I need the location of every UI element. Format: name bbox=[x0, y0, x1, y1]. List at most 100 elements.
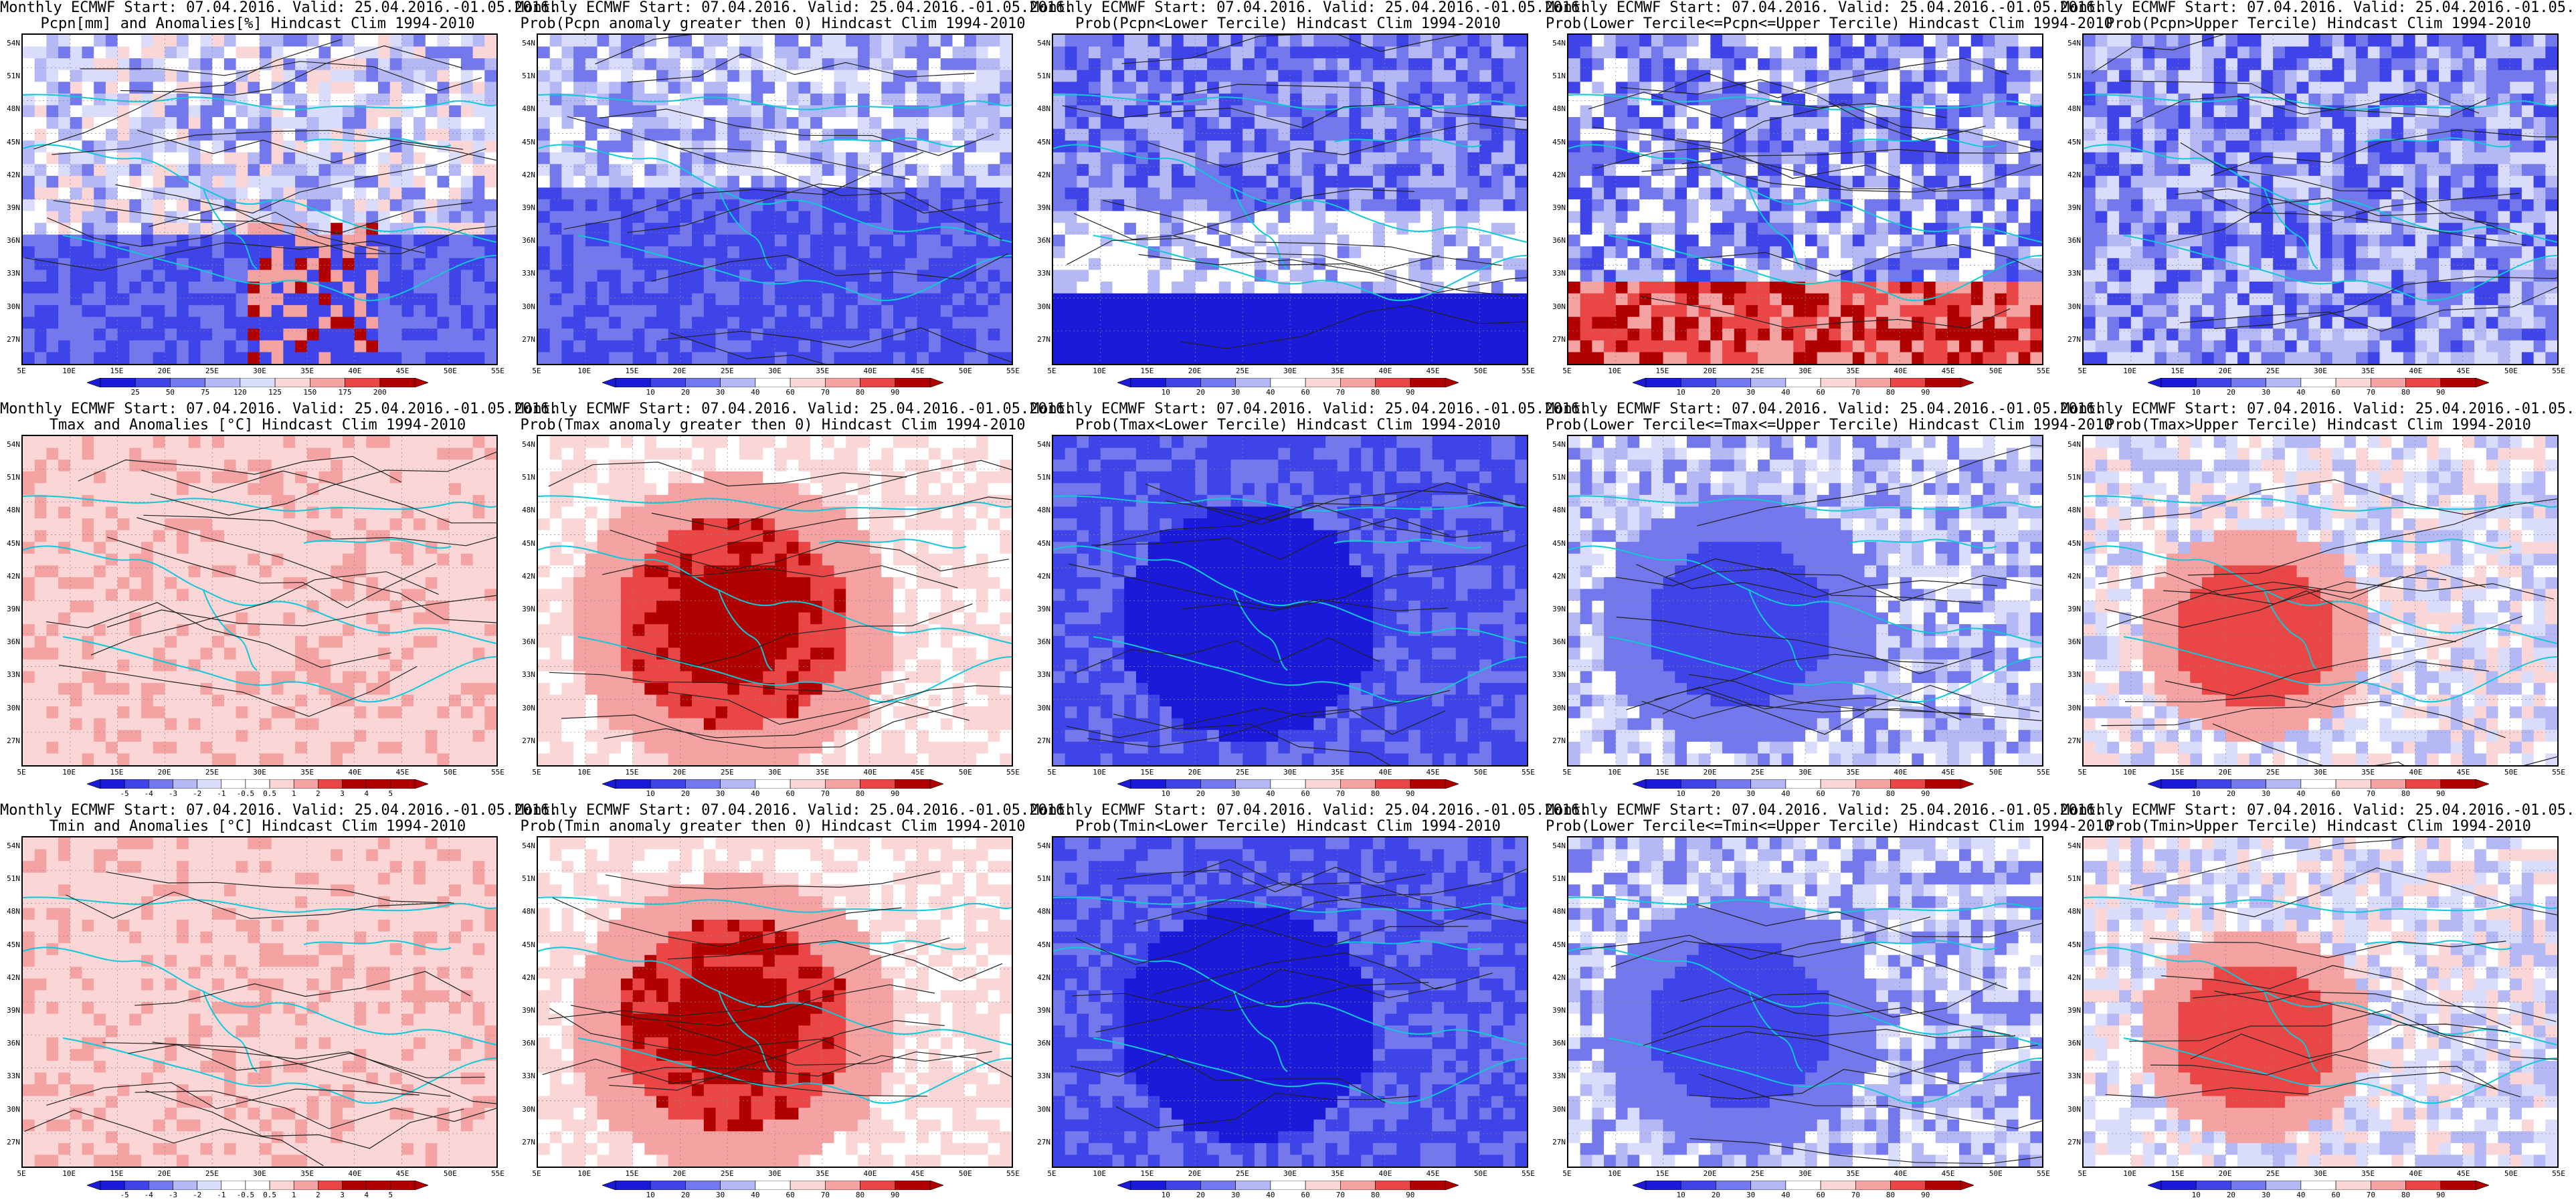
colorbar-tick-label: 90 bbox=[1921, 388, 1930, 397]
latitude-label: 39N bbox=[1552, 605, 1566, 613]
forecast-panel: Monthly ECMWF Start: 07.04.2016. Valid: … bbox=[515, 803, 1073, 1204]
latitude-label: 45N bbox=[2067, 538, 2081, 548]
latitude-label: 51N bbox=[2067, 72, 2081, 81]
longitude-label: 55E bbox=[491, 768, 504, 777]
colorbar-tick-label: 10 bbox=[2191, 388, 2201, 397]
longitude-label: 35E bbox=[300, 1169, 314, 1178]
latitude-label: 51N bbox=[1037, 874, 1050, 884]
latitude-label: 39N bbox=[7, 605, 20, 613]
latitude-label: 27N bbox=[2067, 334, 2081, 344]
colorbar-tick-label: 60 bbox=[1816, 789, 1825, 798]
colorbar-labels: 10 20 30 40 60 70 80 90 bbox=[1633, 789, 1974, 799]
longitude-label: 25E bbox=[1235, 768, 1249, 777]
panel-title: Monthly ECMWF Start: 07.04.2016. Valid: … bbox=[1030, 0, 1589, 16]
latitude-label: 30N bbox=[522, 302, 535, 311]
longitude-label: 25E bbox=[1750, 1169, 1764, 1178]
longitude-label: 55E bbox=[2552, 367, 2565, 375]
latitude-label: 42N bbox=[1037, 571, 1050, 581]
latitude-label: 45N bbox=[522, 940, 535, 949]
panel-title: Monthly ECMWF Start: 07.04.2016. Valid: … bbox=[0, 401, 559, 417]
longitude-label: 5E bbox=[2078, 768, 2087, 777]
longitude-label: 10E bbox=[577, 768, 591, 777]
colorbar-tick-label: -3 bbox=[168, 1191, 178, 1199]
longitude-label: 35E bbox=[1331, 768, 1345, 777]
colorbar-tick-label: 70 bbox=[1851, 388, 1860, 397]
longitude-label: 15E bbox=[625, 768, 639, 777]
longitude-label: 10E bbox=[2123, 367, 2137, 375]
colorbar-tick-label: 10 bbox=[646, 1191, 655, 1199]
colorbar-labels: 10 20 30 40 60 70 80 90 bbox=[602, 388, 943, 397]
latitude-label: 33N bbox=[1037, 1072, 1050, 1081]
latitude-label: 36N bbox=[522, 637, 535, 647]
latitude-label: 27N bbox=[1552, 1137, 1566, 1146]
colorbar-tick-label: 4 bbox=[364, 1191, 369, 1199]
longitude-label: 20E bbox=[157, 768, 171, 777]
longitude-label: 40E bbox=[1894, 367, 1908, 375]
panel-subtitle: Prob(Pcpn anomaly greater then 0) Hindca… bbox=[520, 15, 1026, 32]
longitude-label: 35E bbox=[816, 1169, 830, 1178]
colorbar-tick-label: 10 bbox=[1676, 388, 1685, 397]
latitude-label: 48N bbox=[1552, 104, 1566, 114]
latitude-label: 33N bbox=[1552, 269, 1566, 278]
longitude-label: 25E bbox=[1750, 367, 1764, 375]
latitude-label: 51N bbox=[522, 72, 535, 81]
panel-subtitle: Prob(Tmax>Upper Tercile) Hindcast Clim 1… bbox=[2106, 417, 2531, 433]
latitude-label: 39N bbox=[1552, 203, 1566, 212]
map-plot bbox=[1052, 836, 1528, 1168]
latitude-label: 27N bbox=[7, 334, 20, 344]
latitude-label: 48N bbox=[1552, 907, 1566, 916]
colorbar-tick-label: 30 bbox=[716, 388, 725, 397]
longitude-label: 50E bbox=[2504, 768, 2518, 777]
latitude-label: 36N bbox=[1552, 1039, 1566, 1048]
longitude-label: 35E bbox=[300, 768, 314, 777]
colorbar-tick-label: 70 bbox=[2366, 1191, 2375, 1199]
latitude-label: 39N bbox=[1037, 605, 1050, 613]
latitude-label: 39N bbox=[522, 1006, 535, 1015]
colorbar-tick-label: 70 bbox=[1336, 1191, 1345, 1199]
longitude-label: 55E bbox=[1006, 768, 1020, 777]
longitude-label: 5E bbox=[1047, 1169, 1056, 1178]
latitude-label: 36N bbox=[2067, 236, 2081, 245]
latitude-label: 45N bbox=[1037, 538, 1050, 548]
longitude-label: 45E bbox=[1941, 367, 1955, 375]
panel-subtitle: Tmax and Anomalies [°C] Hindcast Clim 19… bbox=[49, 417, 466, 433]
colorbar-tick-label: 5 bbox=[388, 789, 393, 798]
colorbar-tick-label: 175 bbox=[338, 388, 352, 397]
colorbar-tick-label: 30 bbox=[1231, 789, 1240, 798]
colorbar-labels: -5 -4 -3 -2 -1 -0.5 0.5 1 2 3 4 5 bbox=[87, 1191, 428, 1200]
longitude-label: 50E bbox=[958, 367, 972, 375]
forecast-panel: Monthly ECMWF Start: 07.04.2016. Valid: … bbox=[0, 401, 559, 803]
colorbar-labels: 25 50 75 120 125 150 175 200 bbox=[87, 388, 428, 397]
longitude-label: 20E bbox=[157, 367, 171, 375]
forecast-panel: Monthly ECMWF Start: 07.04.2016. Valid: … bbox=[1546, 0, 2113, 401]
longitude-label: 30E bbox=[2314, 367, 2327, 375]
colorbar-tick-label: 70 bbox=[1336, 388, 1345, 397]
latitude-label: 30N bbox=[1037, 302, 1050, 311]
longitude-label: 40E bbox=[2409, 367, 2423, 375]
longitude-label: 45E bbox=[395, 768, 409, 777]
colorbar-tick-label: 40 bbox=[751, 388, 760, 397]
colorbar-tick-label: 40 bbox=[2296, 1191, 2306, 1199]
latitude-label: 30N bbox=[7, 1104, 20, 1114]
longitude-label: 5E bbox=[2078, 367, 2087, 375]
longitude-label: 50E bbox=[2504, 367, 2518, 375]
latitude-label: 42N bbox=[522, 571, 535, 581]
colorbar-tick-label: 40 bbox=[1781, 388, 1790, 397]
longitude-label: 50E bbox=[1989, 1169, 2003, 1178]
latitude-label: 45N bbox=[1037, 137, 1050, 146]
colorbar-tick-label: 150 bbox=[303, 388, 317, 397]
longitude-label: 20E bbox=[1703, 1169, 1717, 1178]
panel-title: Monthly ECMWF Start: 07.04.2016. Valid: … bbox=[1546, 401, 2104, 417]
longitude-label: 35E bbox=[300, 367, 314, 375]
colorbar-labels: 10 20 30 40 60 70 80 90 bbox=[2148, 789, 2489, 799]
longitude-label: 50E bbox=[443, 768, 457, 777]
longitude-label: 55E bbox=[2037, 768, 2050, 777]
latitude-label: 33N bbox=[522, 269, 535, 278]
colorbar-tick-label: 60 bbox=[1816, 1191, 1825, 1199]
latitude-label: 30N bbox=[1037, 1104, 1050, 1114]
colorbar-tick-label: 40 bbox=[1266, 789, 1275, 798]
longitude-label: 30E bbox=[768, 1169, 781, 1178]
longitude-label: 40E bbox=[348, 768, 362, 777]
latitude-label: 48N bbox=[7, 104, 20, 114]
longitude-label: 40E bbox=[863, 1169, 877, 1178]
